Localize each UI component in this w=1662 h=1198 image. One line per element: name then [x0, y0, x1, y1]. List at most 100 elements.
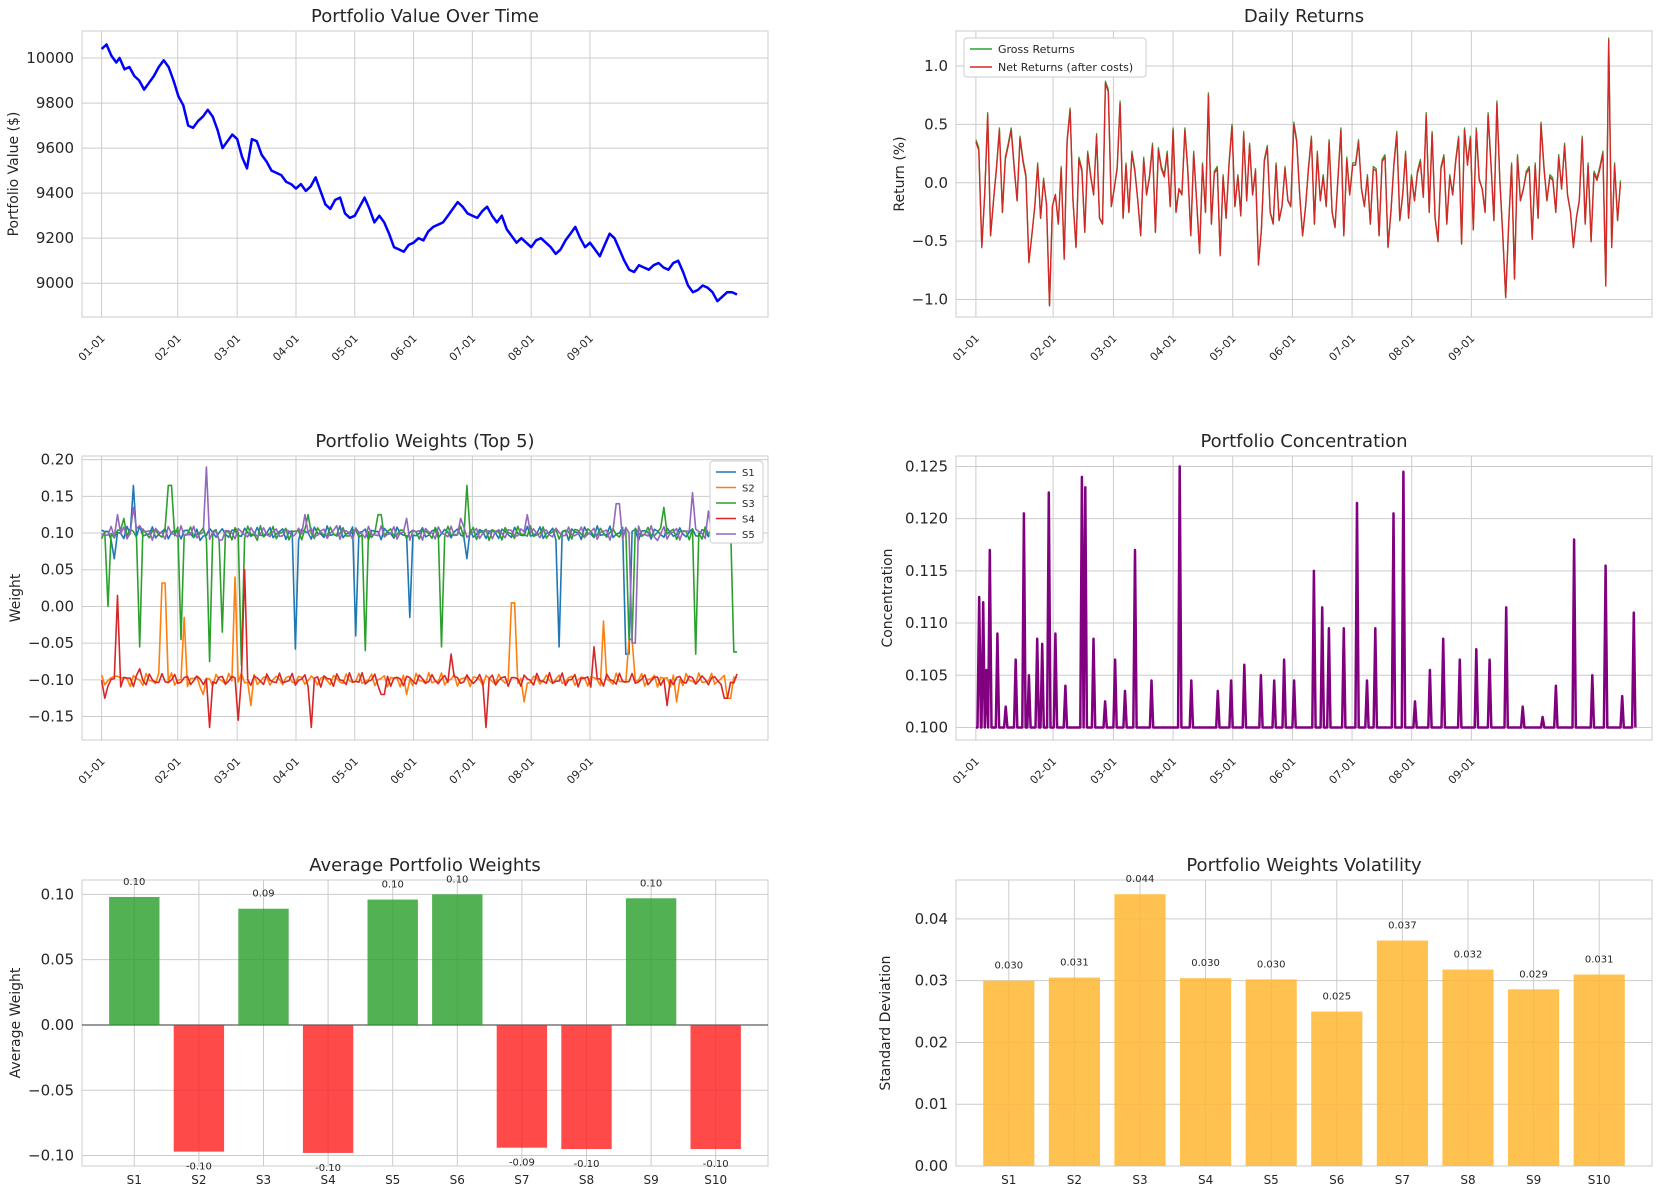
- x-tick-label: 04-01: [270, 332, 302, 364]
- y-tick-label: 10000: [26, 49, 74, 67]
- x-tick-label: S4: [320, 1173, 335, 1187]
- y-tick-label: 0.105: [905, 666, 948, 684]
- x-tick-label: 04-01: [1147, 755, 1179, 787]
- x-tick-label: 01-01: [76, 755, 108, 787]
- x-tick-label: S10: [704, 1173, 727, 1187]
- y-tick-label: 0.5: [924, 115, 948, 133]
- portfolio-value-panel: 9000 9200 9400 9600 9800 10000 Portfolio Value…: [6, 6, 769, 364]
- x-tick-label: 09-01: [1446, 755, 1478, 787]
- x-tick-label: 03-01: [211, 755, 243, 787]
- bar-value-label: 0.031: [1060, 958, 1089, 969]
- bar-value-label: 0.10: [640, 878, 662, 889]
- chart-title: Portfolio Weights Volatility: [1186, 855, 1422, 876]
- bar-s3: [238, 908, 289, 1025]
- bar-s5: [367, 899, 418, 1025]
- y-tick-label: 0.20: [41, 451, 74, 469]
- y-axis-label: Return (%): [892, 136, 908, 211]
- y-tick-label: 0.00: [41, 597, 74, 615]
- x-tick-label: 05-01: [1207, 332, 1239, 364]
- bar-s9: [1508, 989, 1560, 1166]
- y-tick-label: −0.10: [28, 1147, 74, 1165]
- y-tick-label: 9200: [36, 229, 74, 247]
- bar-s8: [1442, 969, 1494, 1166]
- bar-value-label: 0.025: [1322, 992, 1351, 1003]
- x-tick-label: S7: [514, 1173, 529, 1187]
- bar-value-label: -0.09: [509, 1158, 535, 1169]
- x-tick-label: S2: [191, 1173, 206, 1187]
- x-tick-label: S7: [1395, 1173, 1410, 1187]
- legend-entry: Net Returns (after costs): [998, 61, 1133, 74]
- bar-value-label: 0.031: [1585, 955, 1614, 966]
- x-tick-label: 04-01: [270, 755, 302, 787]
- x-tick-label: 05-01: [1207, 755, 1239, 787]
- y-tick-label: 9600: [36, 139, 74, 157]
- chart-title: Portfolio Weights (Top 5): [315, 431, 534, 452]
- legend-box: [709, 460, 764, 544]
- y-tick-label: −0.05: [28, 634, 74, 652]
- y-tick-label: −0.15: [28, 708, 74, 726]
- x-tick-label: 07-01: [447, 755, 479, 787]
- weights-volatility-panel: 0.00 0.01 0.02 0.03 0.04 Portfolio Weights Vo…: [878, 855, 1653, 1187]
- y-axis-label: Standard Deviation: [878, 955, 894, 1090]
- x-tick-label: S3: [1132, 1173, 1147, 1187]
- x-tick-label: 06-01: [1267, 755, 1299, 787]
- x-tick-label: S8: [1460, 1173, 1475, 1187]
- plot-area: [81, 455, 769, 741]
- x-tick-label: S5: [1264, 1173, 1279, 1187]
- y-tick-label: 0.05: [41, 561, 74, 579]
- x-tick-label: 05-01: [329, 755, 361, 787]
- y-tick-label: 1.0: [924, 57, 948, 75]
- legend-box: [963, 37, 1147, 78]
- x-tick-label: 06-01: [388, 332, 420, 364]
- legend: Gross Returns Net Returns (after costs): [963, 37, 1147, 78]
- bar-value-label: 0.09: [252, 889, 274, 900]
- y-axis-label: Concentration: [880, 548, 896, 647]
- x-tick-label: S6: [450, 1173, 465, 1187]
- x-tick-label: S1: [1001, 1173, 1016, 1187]
- bar-value-label: -0.10: [703, 1159, 729, 1170]
- x-tick-label: 09-01: [564, 755, 596, 787]
- bar-s4: [1180, 978, 1232, 1166]
- x-tick-label: 02-01: [152, 332, 184, 364]
- bar-value-label: 0.044: [1126, 874, 1155, 885]
- x-tick-label: 01-01: [950, 755, 982, 787]
- concentration-line: [975, 465, 1637, 729]
- bar-s10: [690, 1024, 741, 1150]
- weight-line-s4: [100, 568, 738, 729]
- y-tick-label: 0.02: [915, 1033, 948, 1051]
- y-tick-label: 0.00: [41, 1016, 74, 1034]
- bar-value-label: -0.10: [574, 1159, 600, 1170]
- chart-title: Portfolio Concentration: [1200, 431, 1407, 452]
- legend-entry: S5: [742, 530, 755, 541]
- x-tick-label: 02-01: [1027, 755, 1059, 787]
- legend-entry: Gross Returns: [998, 43, 1075, 56]
- bar-value-label: 0.030: [1257, 959, 1286, 970]
- y-tick-label: 9000: [36, 274, 74, 292]
- bar-s10: [1573, 974, 1625, 1166]
- bar-s7: [1376, 940, 1428, 1166]
- x-tick-label: 01-01: [950, 332, 982, 364]
- y-tick-label: 0.04: [915, 910, 948, 928]
- bar-s7: [496, 1024, 548, 1148]
- y-tick-label: −0.05: [28, 1081, 74, 1099]
- x-tick-label: S5: [385, 1173, 400, 1187]
- y-tick-label: 0.110: [905, 614, 948, 632]
- bar-value-label: 0.030: [1191, 958, 1220, 969]
- x-tick-label: 03-01: [1088, 332, 1120, 364]
- bar-s6: [432, 894, 483, 1025]
- legend-entry: S4: [742, 515, 755, 526]
- x-tick-label: 07-01: [1326, 332, 1358, 364]
- bar-value-label: 0.10: [382, 880, 404, 891]
- y-tick-label: 0.0: [924, 174, 948, 192]
- y-tick-label: 0.120: [905, 510, 948, 528]
- y-axis-label: Average Weight: [8, 967, 24, 1078]
- y-tick-label: 0.100: [905, 718, 948, 736]
- x-tick-label: S4: [1198, 1173, 1213, 1187]
- portfolio-value-line: [100, 43, 738, 303]
- bar-s5: [1245, 979, 1297, 1166]
- y-tick-label: −0.5: [912, 232, 948, 250]
- plot-area: [81, 30, 769, 318]
- portfolio-weights-panel: −0.15 −0.10 −0.05 0.00 0.05 0.10 0.15 0.20 Portf…: [8, 431, 769, 787]
